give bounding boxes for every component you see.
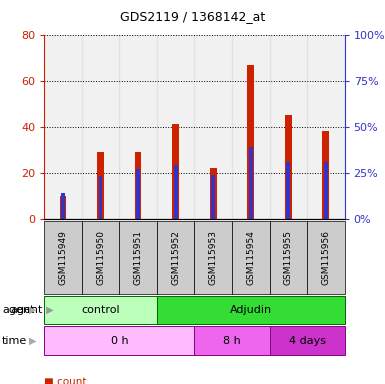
Bar	[285, 115, 292, 219]
Bar	[119, 221, 157, 294]
Text: time: time	[2, 336, 27, 346]
Text: GSM115952: GSM115952	[171, 230, 180, 285]
Text: ▶: ▶	[43, 305, 54, 315]
Bar	[136, 169, 140, 219]
Bar	[135, 152, 142, 219]
Text: GSM115954: GSM115954	[246, 230, 255, 285]
Bar	[119, 35, 157, 219]
Text: agent: agent	[10, 305, 42, 315]
Bar	[249, 147, 253, 219]
Bar	[82, 221, 119, 294]
Text: GSM115953: GSM115953	[209, 230, 218, 285]
Bar	[44, 326, 194, 355]
Bar	[194, 221, 232, 294]
Text: ▶: ▶	[29, 305, 36, 315]
Bar	[270, 221, 307, 294]
Bar	[194, 35, 232, 219]
Bar	[210, 168, 217, 219]
Bar	[194, 326, 270, 355]
Text: agent: agent	[2, 305, 34, 315]
Bar	[232, 35, 270, 219]
Bar	[324, 162, 328, 219]
Text: ▶: ▶	[29, 336, 36, 346]
Text: Adjudin: Adjudin	[230, 305, 272, 315]
Bar	[286, 162, 290, 219]
Bar	[157, 35, 194, 219]
Bar	[247, 65, 254, 219]
Bar	[60, 196, 67, 219]
Text: GSM115950: GSM115950	[96, 230, 105, 285]
Bar	[174, 166, 177, 219]
Text: 8 h: 8 h	[223, 336, 241, 346]
Text: GDS2119 / 1368142_at: GDS2119 / 1368142_at	[120, 10, 265, 23]
Bar	[307, 35, 345, 219]
Bar	[172, 124, 179, 219]
Bar	[82, 35, 119, 219]
Bar	[97, 152, 104, 219]
Text: GSM115955: GSM115955	[284, 230, 293, 285]
Bar	[232, 221, 270, 294]
Bar	[44, 296, 157, 324]
Text: GSM115956: GSM115956	[321, 230, 330, 285]
Bar	[211, 175, 215, 219]
Bar	[157, 221, 194, 294]
Bar	[307, 221, 345, 294]
Text: GSM115949: GSM115949	[59, 230, 67, 285]
Text: 4 days: 4 days	[288, 336, 326, 346]
Bar	[270, 326, 345, 355]
Bar	[44, 221, 82, 294]
Bar	[270, 35, 307, 219]
Text: 0 h: 0 h	[110, 336, 128, 346]
Text: ■ count: ■ count	[44, 377, 87, 384]
Bar	[322, 131, 329, 219]
Bar	[157, 296, 345, 324]
Bar	[44, 35, 82, 219]
Bar	[61, 193, 65, 219]
Text: GSM115951: GSM115951	[134, 230, 142, 285]
Text: control: control	[81, 305, 120, 315]
Bar	[99, 177, 102, 219]
